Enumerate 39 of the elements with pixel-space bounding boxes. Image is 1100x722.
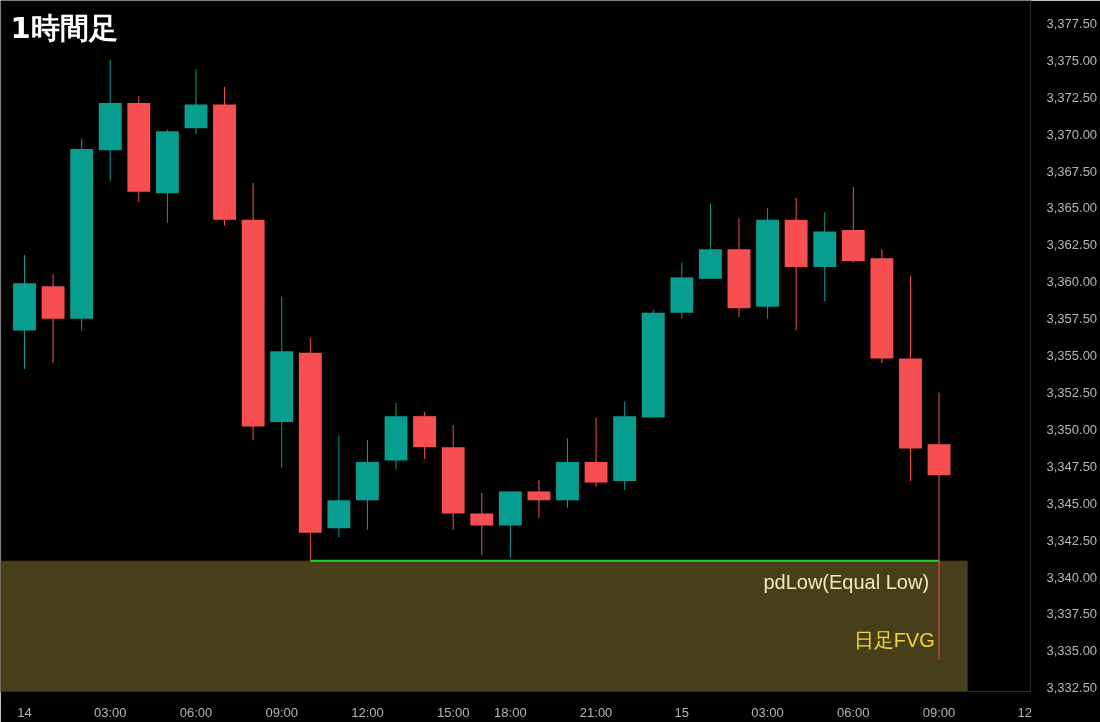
- x-tick-label: 03:00: [751, 704, 784, 720]
- series-label: pdLow(Equal Low): [763, 570, 930, 593]
- y-tick-label: 3,365.00: [1046, 200, 1098, 216]
- band-label: 日足FVG: [853, 629, 935, 652]
- y-tick-label: 3,370.00: [1046, 126, 1098, 142]
- candlestick: [470, 492, 494, 556]
- y-tick-label: 3,350.00: [1046, 421, 1098, 437]
- x-tick-label: 14: [17, 704, 32, 720]
- y-tick-label: 3,335.00: [1046, 643, 1098, 659]
- y-tick-label: 3,367.50: [1046, 163, 1098, 179]
- y-tick-label: 3,340.00: [1046, 569, 1098, 585]
- x-tick-label: 15: [674, 704, 690, 720]
- x-tick-label: 06:00: [837, 704, 870, 720]
- y-tick-label: 3,347.50: [1046, 458, 1098, 474]
- chart-title: 1時間足: [10, 10, 118, 45]
- y-tick-label: 3,375.00: [1046, 52, 1098, 68]
- y-tick-label: 3,352.50: [1046, 385, 1098, 401]
- y-tick-label: 3,342.50: [1046, 532, 1098, 548]
- y-tick-label: 3,337.50: [1046, 606, 1098, 622]
- y-tick-label: 3,332.50: [1046, 680, 1098, 696]
- y-tick-label: 3,372.50: [1046, 89, 1098, 105]
- x-tick-label: 12:00: [351, 704, 384, 720]
- x-tick-label: 09:00: [265, 704, 298, 720]
- y-tick-label: 3,355.00: [1046, 348, 1098, 364]
- y-tick-label: 3,357.50: [1046, 311, 1098, 327]
- candlestick: [527, 479, 551, 519]
- x-tick-label: 03:00: [93, 704, 127, 720]
- x-tick-label: 12: [1017, 704, 1033, 720]
- x-tick-label: 21:00: [579, 704, 613, 720]
- candlestick: [184, 68, 208, 135]
- x-tick-label: 06:00: [179, 704, 213, 720]
- y-tick-label: 3,345.00: [1046, 495, 1098, 511]
- candlestick: [584, 417, 608, 488]
- x-tick-label: 15:00: [436, 704, 470, 720]
- y-tick-label: 3,362.50: [1046, 237, 1098, 253]
- x-tick-label: 09:00: [922, 704, 956, 720]
- y-tick-label: 3,377.50: [1046, 15, 1098, 31]
- x-tick-label: 18:00: [494, 704, 527, 720]
- y-tick-label: 3,360.00: [1046, 274, 1098, 290]
